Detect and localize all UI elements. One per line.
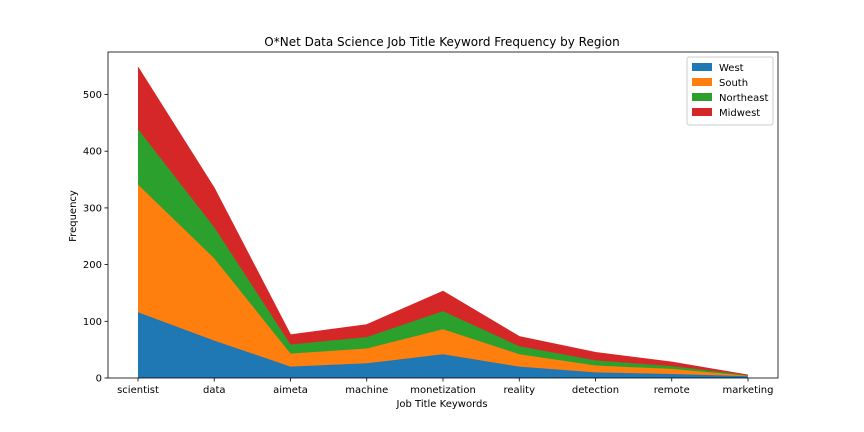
y-tick-label: 500 bbox=[83, 90, 102, 101]
axes: scientist data aimeta machine monetization re… bbox=[83, 51, 779, 396]
y-tick-label: 200 bbox=[83, 260, 102, 271]
y-tick-label: 400 bbox=[83, 147, 102, 158]
x-tick-label: scientist bbox=[117, 385, 159, 396]
area-series-group bbox=[137, 67, 749, 378]
legend-swatch-west bbox=[692, 63, 712, 71]
x-tick-label: machine bbox=[345, 385, 388, 396]
legend-swatch-south bbox=[692, 78, 712, 86]
legend-label-midwest: Midwest bbox=[719, 108, 760, 119]
legend-label-northeast: Northeast bbox=[719, 93, 768, 104]
x-axis-label: Job Title Keywords bbox=[395, 399, 487, 410]
x-tick-label: aimeta bbox=[273, 385, 308, 396]
y-axis-label: Frequency bbox=[68, 190, 79, 242]
x-tick-label: reality bbox=[503, 385, 535, 396]
x-tick-label: monetization bbox=[410, 385, 476, 396]
x-tick-label: remote bbox=[654, 385, 690, 396]
legend-swatch-northeast bbox=[692, 93, 712, 101]
y-tick-label: 300 bbox=[83, 203, 102, 214]
x-tick-label: detection bbox=[572, 385, 619, 396]
legend-swatch-midwest bbox=[692, 108, 712, 116]
area-south bbox=[138, 184, 748, 377]
x-tick-label: marketing bbox=[723, 385, 774, 396]
area-northeast bbox=[138, 129, 748, 376]
y-tick-label: 100 bbox=[83, 317, 102, 328]
legend: West South Northeast Midwest bbox=[686, 56, 774, 126]
x-tick-label: data bbox=[203, 385, 226, 396]
area-west bbox=[138, 312, 748, 378]
chart-title: O*Net Data Science Job Title Keyword Fre… bbox=[264, 35, 619, 49]
legend-label-west: West bbox=[719, 63, 744, 74]
legend-label-south: South bbox=[719, 78, 748, 89]
area-edge-midwest bbox=[137, 67, 749, 376]
y-tick-label: 0 bbox=[96, 374, 102, 385]
